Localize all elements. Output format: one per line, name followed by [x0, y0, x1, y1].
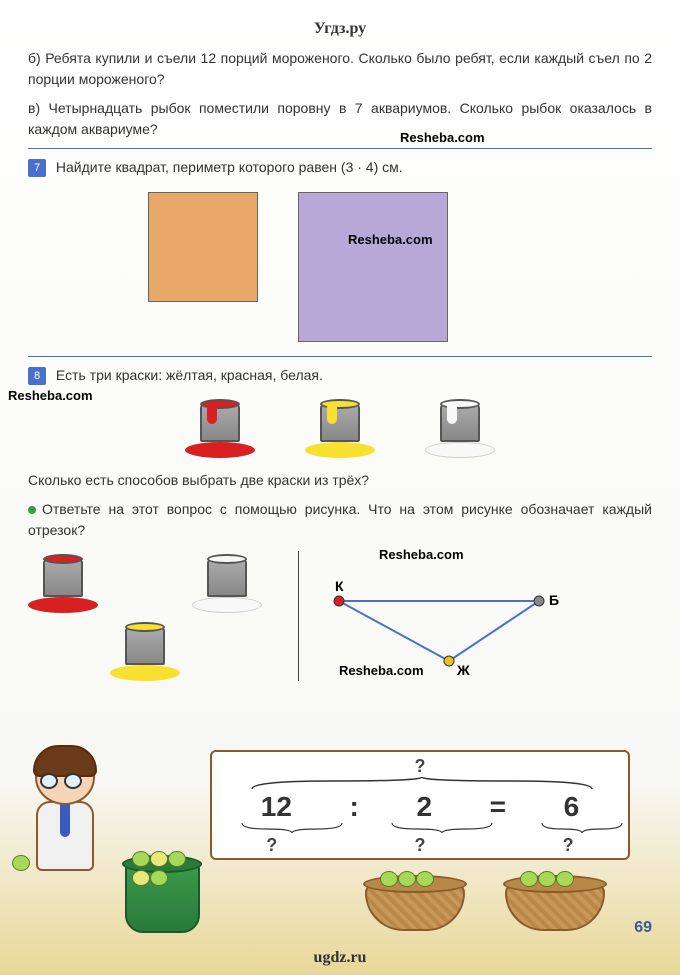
watermark: Resheba.com [339, 663, 424, 678]
paint-can-red [185, 396, 255, 456]
watermark: Resheba.com [400, 130, 485, 145]
paint-can-yellow [110, 619, 180, 679]
squares-row: Resheba.com [28, 192, 652, 342]
eq-12: 12 [261, 791, 292, 823]
equation-main: 12 : 2 = 6 [212, 791, 628, 823]
graph-svg: К Б Ж [309, 551, 579, 681]
combo-section: Resheba.com КБЖ Resheba.com [28, 551, 652, 681]
square-small [148, 192, 258, 302]
task7-body: Найдите квадрат, периметр которого равен… [56, 159, 403, 175]
paint-cans-row: Resheba.com [28, 396, 652, 456]
eq-div: : [350, 791, 359, 823]
boy-illustration [10, 745, 120, 935]
eq-bottom-q: ? ? ? [212, 835, 628, 856]
task8-q1: Сколько есть способов выбрать две краски… [28, 470, 652, 491]
site-header: Угдз.ру [28, 20, 652, 38]
watermark: Resheba.com [8, 388, 93, 403]
underbrace-icon [212, 823, 632, 835]
cans-grid [28, 551, 288, 681]
bucket-illustration [120, 845, 205, 935]
brace-icon [212, 777, 632, 791]
watermark: Resheba.com [379, 547, 464, 562]
triangle-graph: Resheba.com КБЖ Resheba.com [298, 551, 652, 681]
site-footer: ugdz.ru [0, 949, 680, 967]
task7-text: 7 Найдите квадрат, периметр которого рав… [28, 157, 652, 178]
textbook-page: Угдз.ру б) Ребята купили и съели 12 порц… [0, 0, 680, 975]
problem-b: б) Ребята купили и съели 12 порций морож… [28, 48, 652, 90]
task8-body: Есть три краски: жёлтая, красная, белая. [56, 367, 323, 383]
paint-can-yellow [305, 396, 375, 456]
task-number-8: 8 [28, 367, 46, 385]
eq-eq: = [490, 791, 506, 823]
watermark: Resheba.com [348, 232, 433, 247]
equation-box: ? 12 : 2 = 6 ? ? ? [210, 750, 630, 860]
page-number: 69 [634, 919, 652, 937]
divider [28, 148, 652, 149]
svg-text:К: К [335, 578, 344, 594]
square-large [298, 192, 448, 342]
divider [28, 356, 652, 357]
task8-text: 8 Есть три краски: жёлтая, красная, бела… [28, 365, 652, 386]
eq-top-q: ? [415, 756, 426, 777]
eq-2: 2 [416, 791, 432, 823]
paint-can-red [28, 551, 98, 611]
bullet-icon [28, 506, 36, 514]
problem-v: в) Четырнадцать рыбок поместили поровну … [28, 98, 652, 140]
task8-q2: Ответьте на этот вопрос с помощью рисунк… [28, 499, 652, 541]
basket-1 [360, 863, 470, 933]
task-number-7: 7 [28, 159, 46, 177]
paint-can-white [192, 551, 262, 611]
svg-text:Ж: Ж [456, 662, 470, 678]
svg-text:Б: Б [549, 592, 559, 608]
paint-can-white [425, 396, 495, 456]
eq-6: 6 [564, 791, 580, 823]
basket-2 [500, 863, 610, 933]
